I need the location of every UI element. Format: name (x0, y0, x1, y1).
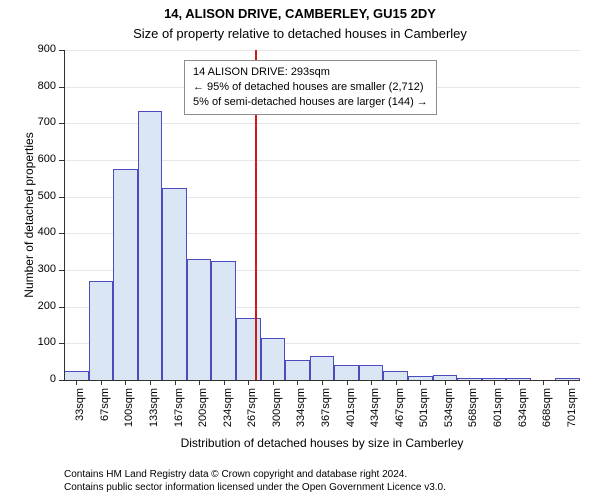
histogram-bar (64, 371, 89, 380)
annotation-line: ← 95% of detached houses are smaller (2,… (193, 80, 428, 95)
y-tick-label: 900 (24, 43, 56, 55)
x-tick-label: 601sqm (492, 388, 504, 438)
y-tick-label: 300 (24, 263, 56, 275)
y-tick-label: 700 (24, 116, 56, 128)
x-tick-label: 67sqm (99, 388, 111, 438)
x-tick-label: 501sqm (418, 388, 430, 438)
x-tick-label: 167sqm (173, 388, 185, 438)
y-tick-label: 800 (24, 80, 56, 92)
x-tick-label: 401sqm (345, 388, 357, 438)
y-axis-line (64, 50, 65, 380)
footer-attribution: Contains HM Land Registry data © Crown c… (64, 468, 584, 494)
y-axis-label: Number of detached properties (22, 50, 36, 380)
x-tick-label: 467sqm (394, 388, 406, 438)
x-tick-label: 568sqm (467, 388, 479, 438)
x-tick-label: 300sqm (271, 388, 283, 438)
histogram-bar (138, 111, 163, 381)
histogram-bar (89, 281, 114, 380)
x-tick-label: 701sqm (566, 388, 578, 438)
histogram-bar (187, 259, 212, 380)
x-tick-label: 267sqm (246, 388, 258, 438)
histogram-bar (383, 371, 408, 380)
x-axis-line (64, 380, 580, 381)
x-tick-label: 100sqm (123, 388, 135, 438)
histogram-bar (211, 261, 236, 380)
x-tick-label: 668sqm (541, 388, 553, 438)
y-tick-label: 100 (24, 336, 56, 348)
x-tick-label: 367sqm (320, 388, 332, 438)
y-tick-label: 400 (24, 226, 56, 238)
y-tick-label: 500 (24, 190, 56, 202)
y-tick-label: 0 (24, 373, 56, 385)
x-tick-label: 200sqm (197, 388, 209, 438)
annotation-line: 5% of semi-detached houses are larger (1… (193, 95, 428, 110)
x-tick-label: 234sqm (222, 388, 234, 438)
y-tick-label: 600 (24, 153, 56, 165)
chart-title-main: 14, ALISON DRIVE, CAMBERLEY, GU15 2DY (0, 6, 600, 21)
histogram-bar (261, 338, 286, 380)
gridline (64, 50, 580, 51)
x-tick-label: 634sqm (517, 388, 529, 438)
histogram-bar (334, 365, 359, 380)
histogram-bar (359, 365, 384, 380)
footer-line-1: Contains HM Land Registry data © Crown c… (64, 468, 584, 481)
x-tick-label: 534sqm (443, 388, 455, 438)
histogram-bar (285, 360, 310, 380)
chart-title-sub: Size of property relative to detached ho… (0, 26, 600, 41)
x-axis-label: Distribution of detached houses by size … (64, 436, 580, 450)
footer-line-2: Contains public sector information licen… (64, 481, 584, 494)
x-tick-label: 334sqm (295, 388, 307, 438)
x-tick-label: 434sqm (369, 388, 381, 438)
histogram-chart: 14, ALISON DRIVE, CAMBERLEY, GU15 2DY Si… (0, 0, 600, 500)
y-tick-label: 200 (24, 300, 56, 312)
histogram-bar (113, 169, 138, 380)
x-tick-label: 33sqm (74, 388, 86, 438)
histogram-bar (162, 188, 187, 381)
annotation-line: 14 ALISON DRIVE: 293sqm (193, 65, 428, 80)
histogram-bar (310, 356, 335, 380)
x-tick-label: 133sqm (148, 388, 160, 438)
annotation-box: 14 ALISON DRIVE: 293sqm← 95% of detached… (184, 60, 437, 115)
